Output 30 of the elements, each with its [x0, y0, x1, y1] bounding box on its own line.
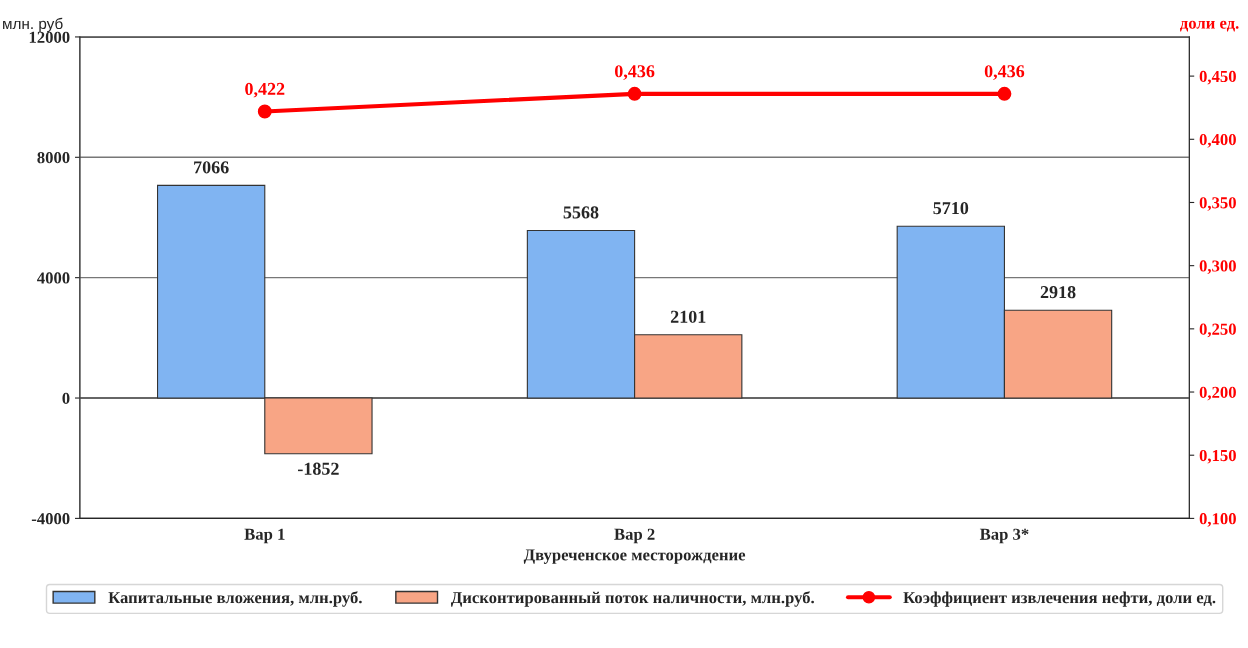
data-label: 2101 — [670, 310, 706, 323]
data-label: 2918 — [1040, 286, 1076, 299]
data-label: 0,422 — [245, 82, 285, 98]
y-tick-label: 0 — [62, 392, 70, 404]
data-label: 5568 — [563, 206, 599, 219]
y2-tick-label: 0,100 — [1199, 513, 1236, 527]
y2-tick-label: 0,150 — [1199, 449, 1236, 464]
x-tick-label: Вар 2 — [614, 528, 655, 544]
y-tick-label: 4000 — [37, 272, 70, 284]
legend-label: Капитальные вложения, млн.руб. — [108, 591, 362, 607]
y2-tick-label: 0,200 — [1199, 386, 1236, 401]
y2-tick-label: 0,300 — [1199, 260, 1236, 275]
data-label: -1852 — [298, 462, 339, 475]
legend-label: Дисконтированный поток наличности, млн.руб. — [450, 591, 814, 607]
y2-axis-title: доли ед. — [1180, 20, 1239, 32]
y-tick-label: 8000 — [37, 152, 70, 164]
y2-tick-label: 0,450 — [1199, 70, 1236, 85]
data-label: 5710 — [933, 202, 969, 215]
y2-tick-label: 0,350 — [1199, 197, 1236, 211]
y-tick-label: 12000 — [29, 31, 70, 43]
data-label: 0,436 — [614, 65, 655, 80]
data-label: 7066 — [194, 161, 229, 174]
y2-tick-label: 0,250 — [1199, 323, 1236, 338]
data-label: 0,436 — [984, 65, 1025, 80]
x-tick-label: Вар 3* — [979, 528, 1029, 544]
y2-tick-label: 0,400 — [1199, 133, 1236, 148]
x-tick-label: Вар 1 — [244, 528, 285, 544]
legend-label: Коэффициент извлечения нефти, доли ед. — [903, 591, 1216, 607]
x-axis-title: Двуреченское месторождение — [523, 549, 746, 564]
y-tick-label: -4000 — [31, 513, 70, 525]
